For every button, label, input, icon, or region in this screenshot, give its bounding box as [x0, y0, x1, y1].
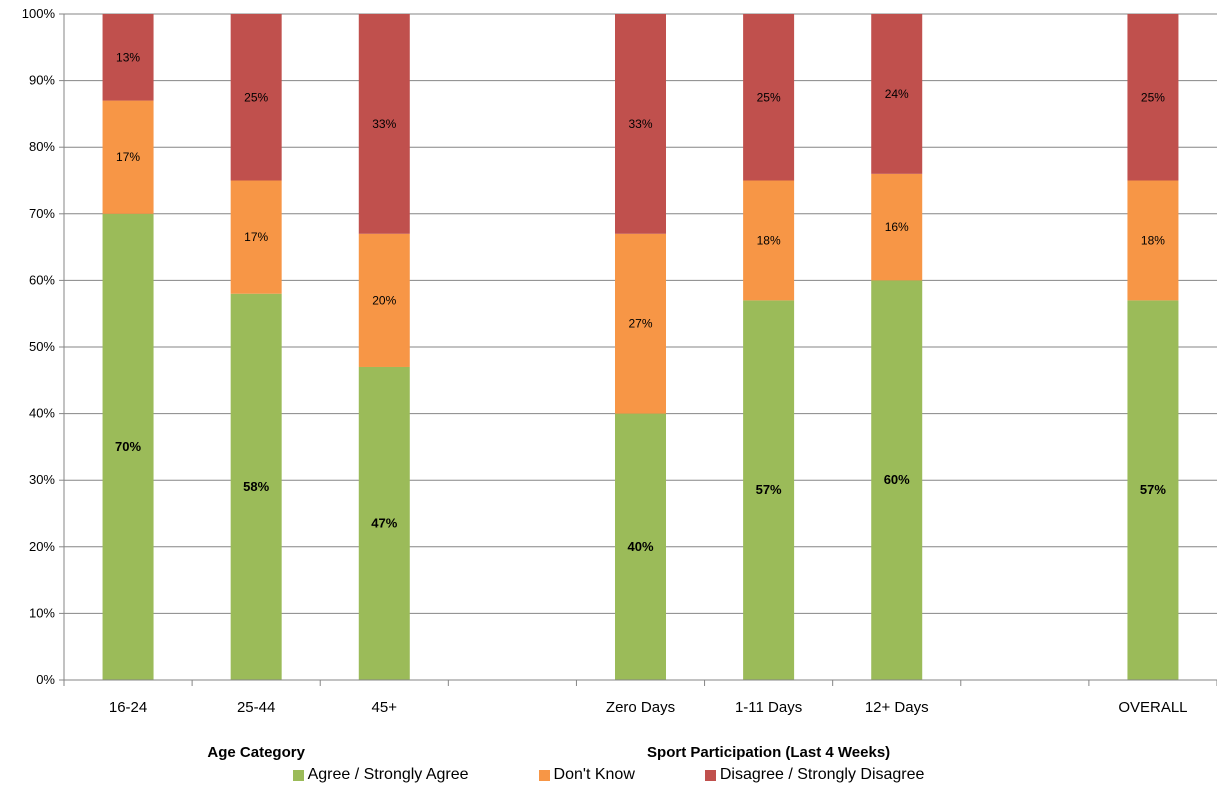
data-label-disagree-strongly-disagree-25-44: 25% — [244, 90, 268, 104]
bar-agree-strongly-agree-12-days — [871, 280, 923, 680]
x-tick-label-16-24: 16-24 — [109, 699, 147, 716]
bar-disagree-strongly-disagree-25-44 — [230, 14, 282, 181]
data-label-don-t-know-12-days: 16% — [885, 220, 909, 234]
bar-disagree-strongly-disagree-1-11-days — [743, 14, 795, 181]
bar-don-t-know-45 — [358, 233, 410, 367]
y-tick-label: 40% — [29, 406, 55, 421]
legend-swatch-agree — [292, 769, 304, 781]
bar-disagree-strongly-disagree-16-24 — [102, 14, 154, 101]
x-tick-label-zero-days: Zero Days — [606, 699, 675, 716]
bar-disagree-strongly-disagree-12-days — [871, 14, 923, 174]
bar-don-t-know-16-24 — [102, 100, 154, 214]
group-label-age-category: Age Category — [207, 744, 305, 760]
data-label-don-t-know-zero-days: 27% — [628, 317, 652, 331]
legend-label-agree: Agree / Strongly Agree — [307, 766, 469, 783]
data-label-disagree-strongly-disagree-16-24: 13% — [116, 50, 140, 64]
data-label-agree-strongly-agree-16-24: 70% — [115, 439, 141, 454]
data-label-don-t-know-16-24: 17% — [116, 150, 140, 164]
bar-disagree-strongly-disagree-overall — [1127, 14, 1179, 181]
data-label-disagree-strongly-disagree-1-11-days: 25% — [757, 90, 781, 104]
bar-agree-strongly-agree-zero-days — [615, 413, 666, 680]
data-label-agree-strongly-agree-1-11-days: 57% — [756, 482, 782, 497]
bar-agree-strongly-agree-1-11-days — [743, 300, 795, 680]
bar-agree-strongly-agree-16-24 — [102, 213, 154, 681]
data-label-don-t-know-1-11-days: 18% — [757, 233, 781, 247]
bar-agree-strongly-agree-overall — [1127, 300, 1179, 680]
y-tick-label: 70% — [29, 206, 55, 221]
data-label-disagree-strongly-disagree-12-days: 24% — [885, 87, 909, 101]
x-tick-label-25-44: 25-44 — [237, 699, 275, 716]
y-tick-label: 100% — [22, 6, 56, 21]
data-label-agree-strongly-agree-overall: 57% — [1140, 482, 1166, 497]
bar-don-t-know-zero-days — [615, 233, 666, 414]
bar-agree-strongly-agree-45 — [358, 366, 410, 680]
data-label-agree-strongly-agree-12-days: 60% — [884, 472, 910, 487]
legend-swatch-dont-know — [538, 769, 550, 781]
legend-item-agree: Agree / Strongly Agree — [292, 766, 469, 784]
legend: Agree / Strongly Agree Don't Know Disagr… — [0, 760, 1217, 790]
legend-item-disagree: Disagree / Strongly Disagree — [704, 766, 925, 784]
bar-don-t-know-overall — [1127, 180, 1179, 301]
bar-don-t-know-25-44 — [230, 180, 282, 294]
legend-swatch-disagree — [704, 769, 716, 781]
legend-label-dont-know: Don't Know — [553, 766, 635, 783]
data-label-don-t-know-45: 20% — [372, 293, 396, 307]
data-label-agree-strongly-agree-25-44: 58% — [243, 479, 269, 494]
y-tick-label: 90% — [29, 73, 55, 88]
data-label-don-t-know-25-44: 17% — [244, 230, 268, 244]
group-labels: Age Category Sport Participation (Last 4 … — [207, 744, 890, 760]
data-label-agree-strongly-agree-zero-days: 40% — [627, 539, 653, 554]
y-tick-label: 10% — [29, 605, 55, 620]
y-tick-label: 60% — [29, 272, 55, 287]
y-tick-label: 0% — [36, 672, 55, 687]
y-tick-label: 20% — [29, 539, 55, 554]
x-tick-label-overall: OVERALL — [1118, 699, 1187, 716]
bar-disagree-strongly-disagree-45 — [358, 14, 410, 234]
data-label-disagree-strongly-disagree-zero-days: 33% — [628, 117, 652, 131]
x-tick-label-45: 45+ — [372, 699, 398, 716]
x-tick-labels: 16-24 25-44 45+ Zero Days 1-11 Days 12+ Days O… — [63, 680, 1217, 716]
bar-don-t-know-12-days — [871, 173, 923, 281]
data-label-don-t-know-overall: 18% — [1141, 233, 1165, 247]
y-tick-label: 80% — [29, 139, 55, 154]
stacked-bar-chart: 0% 10% 20% 30% 40% 50% 60% 70% 80% 90% 100% 16-24 2… — [22, 6, 1217, 760]
legend-item-dont-know: Don't Know — [538, 766, 635, 784]
x-tick-label-1-11-days: 1-11 Days — [735, 699, 802, 716]
data-label-disagree-strongly-disagree-45: 33% — [372, 117, 396, 131]
bar-don-t-know-1-11-days — [743, 180, 795, 301]
data-label-agree-strongly-agree-45: 47% — [371, 515, 397, 530]
y-tick-labels: 0% 10% 20% 30% 40% 50% 60% 70% 80% 90% 100% — [22, 6, 64, 687]
group-label-sport-participation-last-4-weeks: Sport Participation (Last 4 Weeks) — [647, 744, 890, 760]
bar-agree-strongly-agree-25-44 — [230, 293, 282, 680]
y-tick-label: 30% — [29, 472, 55, 487]
data-label-disagree-strongly-disagree-overall: 25% — [1141, 90, 1165, 104]
data-labels: 70% 17% 13% 58% 17% 25% 47% 20% 33% 40% 27% 33% 57% 1… — [115, 50, 1166, 554]
legend-label-disagree: Disagree / Strongly Disagree — [719, 766, 925, 783]
x-tick-label-12-days: 12+ Days — [865, 699, 929, 716]
bars — [102, 14, 1179, 681]
bar-disagree-strongly-disagree-zero-days — [615, 14, 666, 234]
y-tick-label: 50% — [29, 339, 55, 354]
